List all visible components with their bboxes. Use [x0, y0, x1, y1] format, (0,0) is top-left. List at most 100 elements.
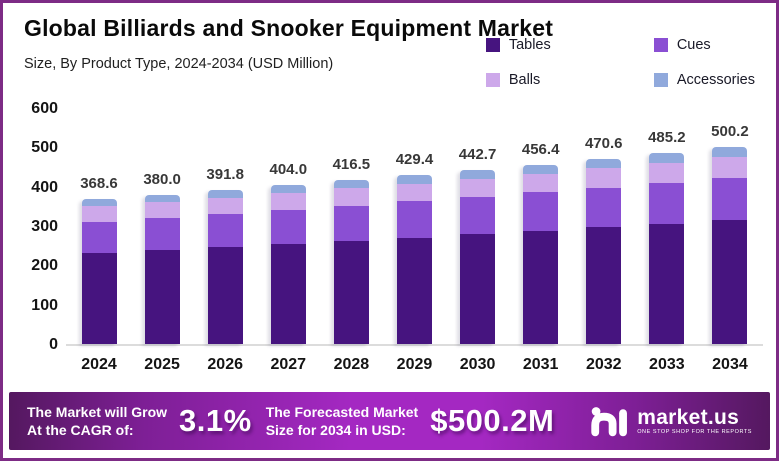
bar-column-2024: 368.6 — [70, 175, 128, 344]
x-axis-label-2030: 2030 — [459, 356, 496, 373]
bar-total-label: 470.6 — [584, 135, 623, 153]
bar-column-2030: 442.7 — [449, 146, 507, 344]
bar-segment-accessories — [207, 189, 243, 198]
bar-segment-cues — [270, 209, 306, 244]
logo-name: market.us — [637, 405, 740, 429]
bar-segment-balls — [712, 157, 748, 178]
bar-segment-cues — [649, 182, 685, 224]
cagr-label-line2: At the CAGR of: — [27, 422, 134, 438]
cagr-value: 3.1% — [179, 403, 252, 438]
y-axis-tick-500: 500 — [31, 139, 58, 157]
bar-column-2029: 429.4 — [385, 151, 443, 344]
x-axis-label-2024: 2024 — [81, 356, 117, 373]
stacked-bar-2024 — [81, 199, 117, 344]
bar-segment-tables — [144, 249, 180, 344]
bar-segment-cues — [333, 205, 369, 241]
bar-segment-tables — [523, 230, 559, 344]
bar-column-2032: 470.6 — [575, 135, 633, 344]
bar-total-label: 442.7 — [458, 145, 497, 163]
bar-segment-balls — [144, 202, 180, 218]
legend-label: Cues — [676, 37, 711, 53]
bar-segment-balls — [523, 173, 559, 193]
bar-column-2027: 404.0 — [259, 161, 317, 344]
bar-segment-cues — [460, 196, 496, 235]
x-axis-label-2033: 2033 — [649, 356, 685, 373]
bar-total-label: 456.4 — [521, 140, 560, 158]
bar-total-label: 404.0 — [269, 161, 308, 179]
bar-segment-accessories — [586, 159, 622, 169]
bar-segment-accessories — [396, 175, 432, 184]
bar-segment-tables — [207, 246, 243, 344]
x-axis-labels: 2024 2025 2026 2027 2028 2029 2030 2031 2032 2033… — [66, 356, 763, 374]
bar-segment-balls — [396, 183, 432, 202]
y-axis-tick-400: 400 — [31, 178, 58, 196]
bar-total-label: 380.0 — [143, 170, 181, 188]
page-subtitle: Size, By Product Type, 2024-2034 (USD Mi… — [24, 56, 334, 72]
x-axis-label-2028: 2028 — [333, 356, 370, 373]
bar-column-2025: 380.0 — [133, 171, 191, 344]
bar-segment-accessories — [649, 153, 685, 163]
y-axis-tick-600: 600 — [31, 100, 58, 117]
x-axis-label-2031: 2031 — [522, 356, 559, 373]
page-title: Global Billiards and Snooker Equipment M… — [24, 15, 554, 41]
header: Global Billiards and Snooker Equipment M… — [8, 5, 771, 101]
x-axis-label-2032: 2032 — [585, 356, 622, 373]
legend-item-tables: Tables — [485, 37, 654, 53]
bar-column-2033: 485.2 — [638, 129, 696, 344]
bar-total-label: 391.8 — [206, 165, 244, 183]
bar-segment-cues — [144, 217, 180, 250]
bar-segment-accessories — [523, 164, 559, 174]
bar-segment-accessories — [333, 180, 369, 189]
bar-segment-cues — [207, 213, 243, 247]
bar-segment-balls — [586, 168, 622, 188]
footer-banner: The Market will Grow At the CAGR of: 3.1… — [9, 392, 770, 450]
x-axis-label-2029: 2029 — [396, 356, 433, 373]
bar-segment-cues — [396, 201, 432, 238]
bar-segment-balls — [270, 193, 306, 210]
legend-swatch-icon — [485, 38, 500, 52]
plot-area: 368.6 380.0 391.8 404.0 416.5 429.4 442.7 456.4… — [66, 109, 763, 346]
legend-swatch-icon — [653, 38, 668, 52]
y-axis-tick-200: 200 — [31, 257, 58, 275]
legend: Tables Cues Balls Accessories — [485, 37, 755, 88]
bar-segment-tables — [586, 227, 622, 344]
marketus-logo-icon — [591, 407, 628, 437]
x-axis-label-2034: 2034 — [712, 356, 748, 373]
y-axis-tick-0: 0 — [49, 336, 58, 353]
forecast-value: $500.2M — [430, 403, 555, 438]
bar-segment-tables — [712, 220, 748, 344]
y-axis-tick-300: 300 — [31, 218, 58, 235]
stacked-bar-2033 — [649, 153, 685, 344]
legend-swatch-icon — [485, 73, 500, 87]
stacked-bar-2025 — [144, 194, 180, 344]
bar-segment-accessories — [460, 169, 496, 179]
stacked-bar-chart: 0 100 200 300 400 500 600 368.6 380.0 391.8 404.0… — [8, 100, 771, 385]
stacked-bar-2031 — [523, 164, 559, 344]
cagr-label: The Market will Grow At the CAGR of: — [27, 403, 167, 439]
stacked-bar-2026 — [207, 189, 243, 344]
bar-column-2026: 391.8 — [196, 166, 254, 344]
bar-segment-balls — [207, 197, 243, 214]
stacked-bar-2032 — [586, 159, 622, 344]
bar-segment-cues — [586, 187, 622, 228]
x-axis-label-2027: 2027 — [270, 356, 307, 373]
legend-item-cues: Cues — [653, 37, 755, 53]
legend-label: Balls — [508, 72, 541, 88]
legend-item-balls: Balls — [485, 72, 654, 88]
bar-segment-tables — [81, 252, 117, 344]
bar-segment-tables — [460, 234, 496, 344]
bar-segment-accessories — [81, 199, 117, 207]
forecast-label-line2: Size for 2034 in USD: — [265, 422, 406, 438]
legend-swatch-icon — [653, 73, 668, 87]
stacked-bar-2034 — [712, 147, 748, 344]
stacked-bar-2027 — [270, 185, 306, 344]
x-axis-label-2025: 2025 — [144, 356, 180, 373]
y-axis-labels: 0 100 200 300 400 500 600 — [16, 100, 58, 353]
bar-total-label: 485.2 — [648, 129, 686, 147]
stacked-bar-2028 — [333, 180, 369, 344]
bar-segment-tables — [396, 237, 432, 344]
bar-total-label: 429.4 — [395, 151, 434, 169]
bar-segment-balls — [649, 162, 685, 183]
bar-segment-balls — [81, 206, 117, 222]
legend-label: Accessories — [676, 72, 755, 88]
